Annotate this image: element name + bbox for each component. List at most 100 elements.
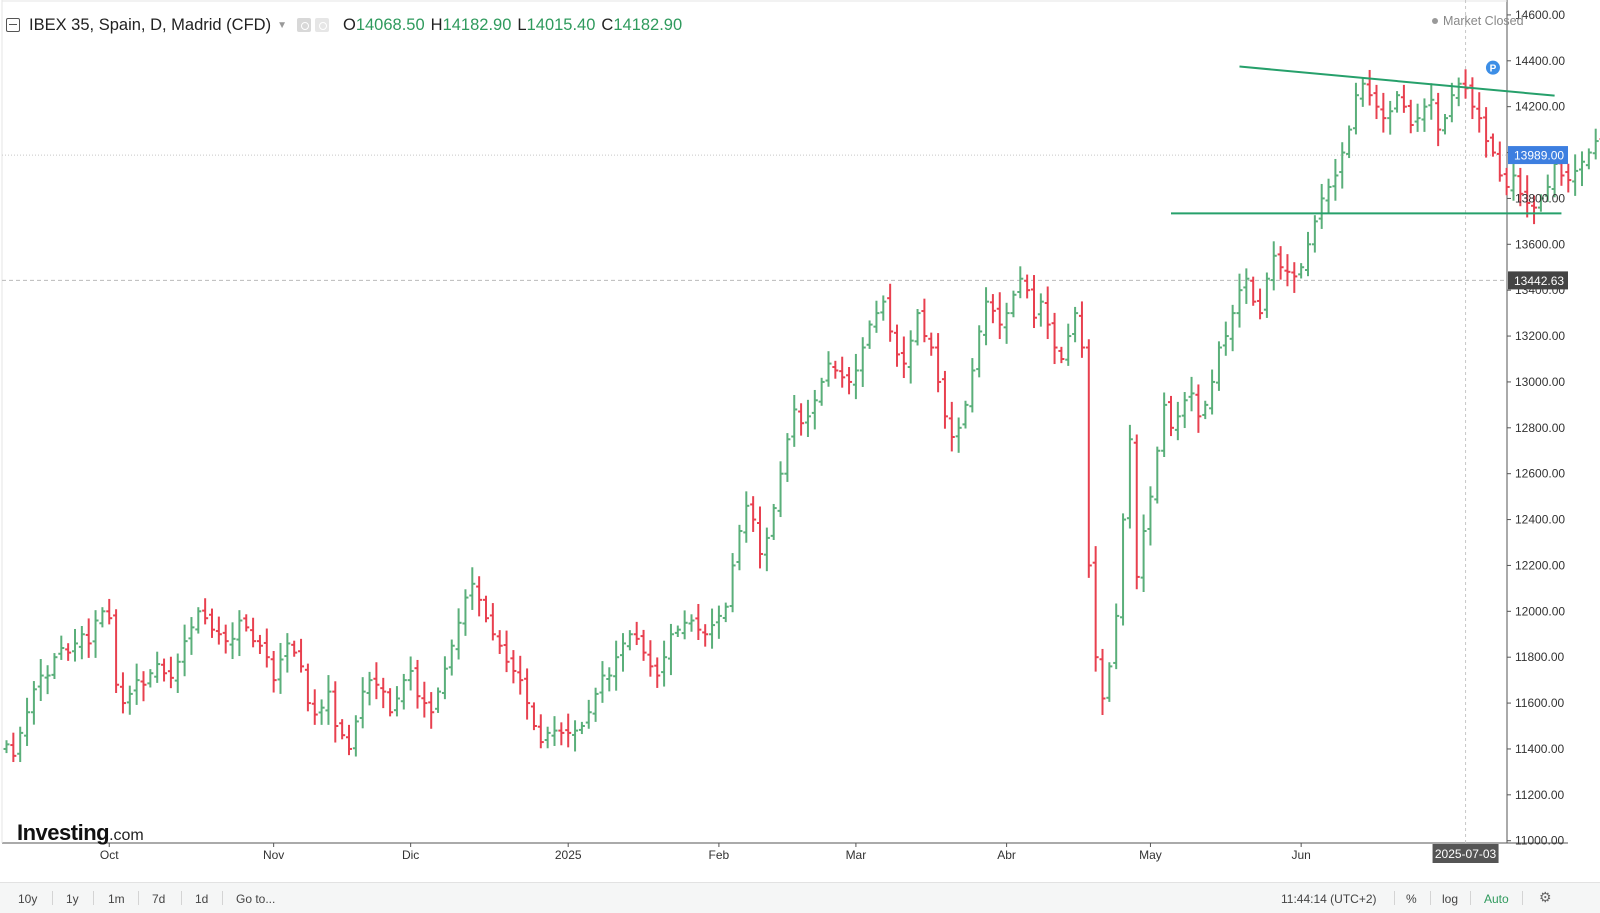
ohlc-bar xyxy=(168,657,174,688)
ohlc-bar xyxy=(257,635,263,654)
symbol-title[interactable]: IBEX 35, Spain, D, Madrid (CFD) xyxy=(29,16,271,35)
ohlc-bar xyxy=(1038,293,1044,326)
chart-grid xyxy=(2,0,1568,843)
auto-toggle[interactable]: Auto xyxy=(1484,892,1509,906)
ohlc-bar xyxy=(93,610,99,658)
level-label: 13442.63 xyxy=(1514,274,1564,288)
ohlc-bar xyxy=(51,653,57,679)
ohlc-bar xyxy=(380,678,386,708)
ohlc-bar xyxy=(1216,341,1222,391)
ohlc-bar xyxy=(558,722,564,745)
ohlc-bar xyxy=(449,640,455,676)
clock-time: 11:44:14 (UTC+2) xyxy=(1281,892,1377,906)
log-toggle[interactable]: log xyxy=(1442,892,1458,906)
eye-icon[interactable] xyxy=(297,18,311,32)
ohlc-bar xyxy=(1243,268,1249,304)
ohlc-bar xyxy=(401,674,407,710)
ohlc-bar xyxy=(593,688,599,722)
ohlc-bar xyxy=(1346,125,1352,158)
logo-main: Investing xyxy=(17,820,109,845)
ohlc-bar xyxy=(599,661,605,703)
ohlc-bar xyxy=(291,641,297,657)
ohlc-bar xyxy=(408,657,414,691)
toolbar-divider xyxy=(181,891,182,905)
ohlc-bar xyxy=(332,681,338,742)
ohlc-bar xyxy=(1483,107,1489,157)
ohlc-bar xyxy=(887,284,893,342)
ohlc-bar xyxy=(1237,274,1243,328)
event-marker-label: P xyxy=(1490,64,1497,75)
ohlc-bar xyxy=(1586,148,1592,169)
toolbar-divider xyxy=(52,891,53,905)
ohlc-bars xyxy=(4,69,1600,762)
ohlc-bar xyxy=(1312,215,1318,252)
ohlc-bar xyxy=(490,603,496,640)
ohlc-bar xyxy=(538,714,544,748)
ohlc-bar xyxy=(428,692,434,729)
x-tick-label: Jun xyxy=(1291,848,1310,862)
price-chart[interactable]: P 11000.0011200.0011400.0011600.0011800.… xyxy=(0,0,1600,882)
ohlc-bar xyxy=(531,702,537,730)
ohlc-bar xyxy=(921,299,927,343)
y-tick-label: 11800.00 xyxy=(1515,650,1564,664)
ohlc-bar xyxy=(1230,305,1236,351)
menu-icon[interactable] xyxy=(6,18,20,32)
ohlc-bar xyxy=(1154,447,1160,504)
ohlc-bar xyxy=(367,672,373,705)
ohlc-bar xyxy=(504,631,510,673)
high-value: 14182.90 xyxy=(443,16,512,35)
ohlc-bar xyxy=(606,667,612,691)
ohlc-bar xyxy=(195,607,201,633)
ohlc-bar xyxy=(1408,100,1414,133)
ohlc-bar xyxy=(1223,322,1229,356)
range-1d-button[interactable]: 1d xyxy=(195,892,208,906)
go-to-button[interactable]: Go to... xyxy=(236,892,275,906)
ohlc-bar xyxy=(346,725,352,755)
close-value: 14182.90 xyxy=(613,16,682,35)
range-10y-button[interactable]: 10y xyxy=(18,892,37,906)
gear-icon[interactable]: ⚙ xyxy=(1539,889,1552,906)
ohlc-bar xyxy=(209,609,215,638)
status-dot-icon xyxy=(1432,18,1438,24)
ohlc-bar xyxy=(1257,289,1263,320)
ohlc-bar xyxy=(723,603,729,622)
ohlc-bar xyxy=(127,686,133,715)
ohlc-bar xyxy=(1353,83,1359,135)
ohlc-bar xyxy=(668,624,674,675)
ohlc-bar xyxy=(627,630,633,650)
ohlc-bar xyxy=(839,357,845,388)
ohlc-bar xyxy=(1449,83,1455,122)
y-tick-label: 13000.00 xyxy=(1515,375,1565,389)
ohlc-bar xyxy=(1271,241,1277,290)
ohlc-bar xyxy=(4,740,10,753)
ohlc-bar xyxy=(1134,434,1140,589)
y-tick-label: 11400.00 xyxy=(1515,742,1564,756)
ohlc-bar xyxy=(188,617,194,655)
ohlc-bar xyxy=(182,625,188,677)
range-7d-button[interactable]: 7d xyxy=(152,892,165,906)
chevron-down-icon[interactable]: ▼ xyxy=(277,20,287,31)
range-1y-button[interactable]: 1y xyxy=(66,892,79,906)
ohlc-bar xyxy=(716,606,722,639)
y-axis[interactable]: 11000.0011200.0011400.0011600.0011800.00… xyxy=(1507,8,1568,848)
ohlc-bar xyxy=(1387,101,1393,135)
ohlc-bar xyxy=(312,689,318,725)
ohlc-bar xyxy=(462,589,468,636)
ohlc-bar xyxy=(1332,159,1338,201)
ohlc-bar xyxy=(901,337,907,379)
ohlc-bar xyxy=(99,607,105,627)
range-1m-button[interactable]: 1m xyxy=(108,892,125,906)
ohlc-bar xyxy=(1031,275,1037,328)
ohlc-bar xyxy=(373,662,379,699)
ohlc-bar xyxy=(1319,184,1325,229)
ohlc-bar xyxy=(695,604,701,640)
ohlc-bar xyxy=(339,719,345,739)
ohlc-bar xyxy=(1195,384,1201,432)
percent-toggle[interactable]: % xyxy=(1406,892,1417,906)
close-label: C xyxy=(601,16,613,35)
ohlc-bar xyxy=(1175,402,1181,440)
settings-icon[interactable] xyxy=(315,18,329,32)
ohlc-bar xyxy=(17,727,23,762)
ohlc-bar xyxy=(113,609,119,693)
